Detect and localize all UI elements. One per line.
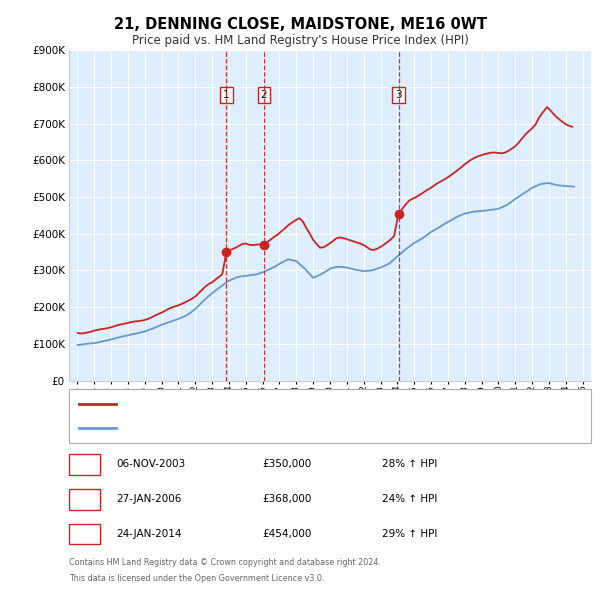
Text: 06-NOV-2003: 06-NOV-2003: [116, 459, 185, 469]
Text: 24-JAN-2014: 24-JAN-2014: [116, 529, 181, 539]
Text: £454,000: £454,000: [262, 529, 311, 539]
Text: 2: 2: [81, 494, 88, 504]
Text: This data is licensed under the Open Government Licence v3.0.: This data is licensed under the Open Gov…: [69, 574, 325, 583]
Text: Price paid vs. HM Land Registry's House Price Index (HPI): Price paid vs. HM Land Registry's House …: [131, 34, 469, 47]
Text: £350,000: £350,000: [262, 459, 311, 469]
Text: 27-JAN-2006: 27-JAN-2006: [116, 494, 181, 504]
Text: HPI: Average price, detached house, Maidstone: HPI: Average price, detached house, Maid…: [121, 423, 353, 433]
Text: 2: 2: [260, 90, 267, 100]
Text: Contains HM Land Registry data © Crown copyright and database right 2024.: Contains HM Land Registry data © Crown c…: [69, 558, 381, 568]
Text: 3: 3: [395, 90, 402, 100]
Text: 3: 3: [81, 529, 88, 539]
Text: 29% ↑ HPI: 29% ↑ HPI: [382, 529, 437, 539]
Text: 21, DENNING CLOSE, MAIDSTONE, ME16 0WT: 21, DENNING CLOSE, MAIDSTONE, ME16 0WT: [113, 17, 487, 31]
Text: 1: 1: [81, 459, 88, 469]
Text: 24% ↑ HPI: 24% ↑ HPI: [382, 494, 437, 504]
Text: £368,000: £368,000: [262, 494, 311, 504]
Text: 1: 1: [223, 90, 230, 100]
Text: 21, DENNING CLOSE, MAIDSTONE, ME16 0WT (detached house): 21, DENNING CLOSE, MAIDSTONE, ME16 0WT (…: [121, 399, 433, 409]
Text: 28% ↑ HPI: 28% ↑ HPI: [382, 459, 437, 469]
